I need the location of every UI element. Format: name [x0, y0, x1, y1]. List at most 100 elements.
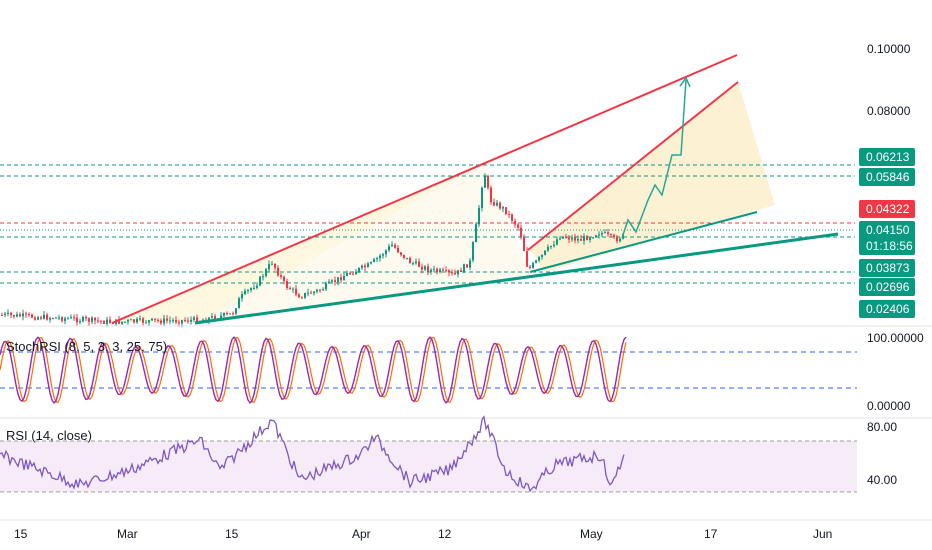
- candle-body: [190, 319, 192, 322]
- rsi-band: [0, 441, 857, 492]
- candle-body: [520, 227, 522, 237]
- candle-body: [580, 238, 582, 241]
- stochrsi-pane[interactable]: StochRSI (8, 5, 3, 3, 25, 75) 100.00000 …: [0, 325, 932, 413]
- candle-body: [517, 224, 519, 228]
- candle-body: [610, 234, 612, 236]
- candle-body: [586, 235, 588, 241]
- candle-body: [196, 317, 198, 324]
- stoch-tick: 0.00000: [867, 399, 911, 413]
- time-axis[interactable]: 15 Mar 15 Apr 12 May 17 Jun: [0, 519, 932, 541]
- stoch-tick: 100.00000: [867, 331, 924, 345]
- rsi-pane[interactable]: RSI (14, close) 80.00 40.00: [0, 415, 932, 493]
- candle-body: [331, 280, 333, 282]
- candle-body: [556, 239, 558, 245]
- candle-body: [619, 238, 621, 242]
- candle-body: [340, 277, 342, 281]
- time-tick: 15: [14, 527, 28, 541]
- inner-support-trendline[interactable]: [529, 211, 758, 273]
- candle-body: [418, 261, 420, 267]
- candle-body: [616, 237, 618, 242]
- candle-body: [325, 283, 327, 290]
- candle-body: [268, 264, 270, 270]
- price-tag-label: 0.04150: [866, 223, 910, 237]
- candle-body: [391, 244, 393, 247]
- candle-body: [403, 254, 405, 258]
- candle-body: [31, 314, 33, 318]
- projection-path[interactable]: [621, 79, 687, 239]
- candle-body: [445, 270, 447, 272]
- candle-body: [43, 314, 45, 319]
- candle-body: [286, 280, 288, 288]
- candle-body: [430, 269, 432, 272]
- stoch-k-line: [0, 336, 627, 404]
- candle-body: [100, 320, 102, 322]
- time-tick: Mar: [117, 527, 138, 541]
- candle-body: [553, 244, 555, 246]
- candle-body: [28, 314, 30, 316]
- candle-body: [109, 319, 111, 323]
- upper-trendline[interactable]: [111, 54, 738, 324]
- candle-body: [118, 319, 120, 324]
- candle-body: [34, 317, 36, 320]
- candle-body: [613, 234, 615, 238]
- price-tag: 0.05846: [859, 168, 915, 186]
- candle-body: [424, 266, 426, 270]
- candle-body: [508, 214, 510, 216]
- inner-red-trendline[interactable]: [527, 81, 739, 251]
- candle-body: [382, 254, 384, 256]
- projection-zone: [530, 82, 775, 272]
- candle-body: [76, 317, 78, 323]
- candle-body: [178, 322, 180, 324]
- price-tag: 0.03873: [859, 259, 915, 277]
- candle-body: [124, 321, 126, 323]
- candle-body: [253, 287, 255, 289]
- candle-body: [472, 242, 474, 261]
- price-axis[interactable]: 0.10000 0.08000 0.06213 0.05846 0.04322 0.0…: [859, 42, 915, 318]
- candle-body: [61, 317, 63, 321]
- candle-body: [163, 318, 165, 324]
- price-tick: 0.10000: [867, 42, 911, 56]
- time-tick: 15: [225, 527, 239, 541]
- price-tag-label: 0.06213: [866, 150, 910, 164]
- candle-body: [529, 266, 531, 268]
- candle-body: [550, 245, 552, 247]
- candle-body: [238, 298, 240, 309]
- candle-body: [499, 202, 501, 209]
- candle-body: [487, 175, 489, 188]
- candle-body: [85, 316, 87, 319]
- rsi-label[interactable]: RSI (14, close): [6, 428, 92, 443]
- candle-body: [601, 232, 603, 235]
- candle-body: [73, 317, 75, 319]
- price-tag-label: 0.03873: [866, 261, 910, 275]
- candle-body: [451, 272, 453, 274]
- candle-body: [160, 320, 162, 324]
- candles: [1, 173, 624, 328]
- candle-body: [376, 258, 378, 260]
- price-tag-label: 01:18:56: [866, 239, 913, 253]
- candle-body: [46, 314, 48, 320]
- candle-body: [241, 293, 243, 299]
- candle-body: [49, 318, 51, 320]
- candle-body: [337, 277, 339, 283]
- price-tag: 0.02696: [859, 278, 915, 296]
- main-price-pane[interactable]: [0, 54, 855, 328]
- candle-body: [262, 276, 264, 278]
- time-tick: Apr: [352, 527, 371, 541]
- candle-body: [544, 250, 546, 255]
- candle-body: [16, 314, 18, 317]
- candle-body: [388, 246, 390, 251]
- main-support-trendline[interactable]: [194, 232, 839, 325]
- stochrsi-label[interactable]: StochRSI (8, 5, 3, 3, 25, 75): [6, 339, 167, 354]
- candle-body: [448, 270, 450, 273]
- candle-body: [154, 318, 156, 320]
- candle-body: [364, 265, 366, 268]
- candle-body: [67, 318, 69, 320]
- candle-body: [127, 319, 129, 322]
- rsi-tick: 80.00: [867, 420, 897, 434]
- candle-body: [91, 317, 93, 322]
- price-tag-label: 0.04322: [866, 202, 910, 216]
- candle-body: [373, 259, 375, 262]
- candle-body: [469, 260, 471, 268]
- candle-body: [37, 317, 39, 320]
